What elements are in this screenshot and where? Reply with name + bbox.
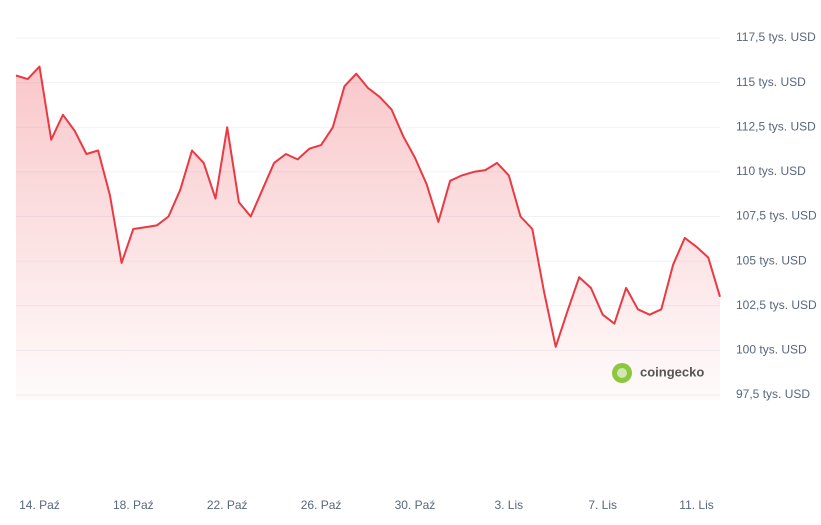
x-tick-label: 3. Lis [494, 498, 523, 512]
watermark-logo-eye [617, 368, 627, 378]
y-tick-label: 100 tys. USD [736, 343, 807, 357]
y-tick-label: 117,5 tys. USD [736, 30, 816, 44]
y-tick-label: 115 tys. USD [736, 75, 806, 89]
y-tick-label: 105 tys. USD [736, 253, 807, 267]
y-tick-label: 107,5 tys. USD [736, 209, 817, 223]
y-tick-label: 112,5 tys. USD [736, 119, 816, 133]
x-tick-label: 7. Lis [588, 498, 617, 512]
y-tick-label: 102,5 tys. USD [736, 298, 817, 312]
x-tick-label: 11. Lis [679, 498, 713, 512]
x-tick-label: 14. Paź [19, 498, 60, 512]
x-tick-label: 22. Paź [207, 498, 248, 512]
x-tick-label: 30. Paź [395, 498, 436, 512]
x-tick-label: 26. Paź [301, 498, 342, 512]
y-tick-label: 110 tys. USD [736, 164, 806, 178]
y-tick-label: 97,5 tys. USD [736, 387, 810, 401]
area [16, 66, 720, 400]
watermark-group: coingecko [612, 363, 704, 383]
watermark: coingecko [640, 364, 704, 379]
plot [15, 65, 721, 400]
x-tick-label: 18. Paź [113, 498, 154, 512]
price-line [15, 65, 721, 348]
